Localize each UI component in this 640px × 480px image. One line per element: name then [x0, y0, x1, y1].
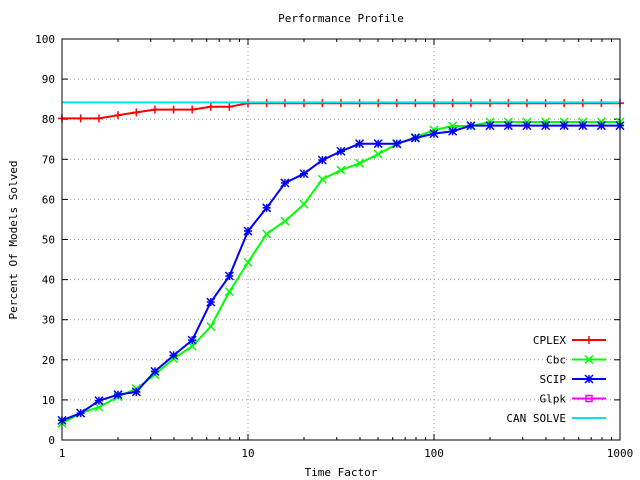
- y-tick-label: 100: [35, 33, 55, 46]
- legend-label: CAN SOLVE: [506, 412, 566, 425]
- legend-label: SCIP: [540, 373, 567, 386]
- data-point-scip: [355, 139, 365, 149]
- data-point-scip: [113, 390, 123, 400]
- data-point-cbc: [373, 149, 383, 159]
- legend: CPLEX Cbc SCIP Glpk CAN SOLVE: [506, 334, 606, 425]
- data-point-scip: [522, 121, 532, 131]
- data-point-scip: [206, 297, 216, 307]
- data-point-cplex: [76, 114, 85, 123]
- data-point-cplex: [188, 105, 197, 114]
- y-axis-label: Percent Of Models Solved: [7, 161, 20, 320]
- data-point-scip: [559, 121, 569, 131]
- x-axis-label: Time Factor: [305, 466, 378, 479]
- data-point-scip: [76, 408, 86, 418]
- data-point-cbc: [94, 402, 104, 412]
- data-point-cplex: [132, 108, 141, 117]
- y-tick-label: 0: [48, 434, 55, 447]
- data-point-scip: [448, 126, 458, 136]
- y-tick-label: 80: [42, 113, 55, 126]
- data-point-scip: [541, 121, 551, 131]
- legend-marker: [584, 354, 594, 365]
- grid-lines: [62, 39, 620, 440]
- data-point-cbc: [262, 229, 272, 239]
- data-point-scip: [336, 146, 346, 156]
- data-point-cplex: [169, 105, 178, 114]
- data-point-scip: [373, 139, 383, 149]
- data-point-scip: [169, 350, 179, 360]
- data-point-scip: [485, 121, 495, 131]
- x-tick-label: 1000: [607, 447, 634, 460]
- legend-item-glpk: Glpk: [540, 393, 606, 406]
- data-point-scip: [317, 155, 327, 165]
- data-point-scip: [131, 387, 141, 397]
- data-point-scip: [503, 121, 513, 131]
- data-point-scip: [280, 178, 290, 188]
- data-point-cbc: [355, 158, 365, 168]
- data-point-scip: [466, 121, 476, 131]
- plot-frame: [61, 38, 621, 441]
- data-point-scip: [187, 335, 197, 345]
- data-point-scip: [243, 226, 253, 236]
- x-tick-label: 100: [424, 447, 444, 460]
- x-tick-label: 10: [241, 447, 254, 460]
- data-point-cbc: [317, 174, 327, 184]
- data-point-scip: [392, 139, 402, 149]
- data-point-cplex: [94, 114, 103, 123]
- legend-label: Glpk: [540, 393, 567, 406]
- data-point-scip: [596, 121, 606, 131]
- data-point-cbc: [243, 257, 253, 267]
- y-tick-label: 60: [42, 193, 55, 206]
- data-point-cbc: [299, 199, 309, 209]
- series-line-cbc: [61, 121, 620, 425]
- data-point-cbc: [206, 321, 216, 332]
- data-point-scip: [429, 129, 439, 139]
- data-point-scip: [94, 396, 104, 406]
- data-point-scip: [578, 121, 588, 131]
- data-point-scip: [262, 203, 272, 213]
- y-tick-label: 70: [42, 153, 55, 166]
- data-point-cbc: [336, 165, 346, 175]
- data-point-scip: [150, 366, 160, 376]
- data-series: [57, 99, 625, 428]
- legend-item-scip: SCIP: [540, 373, 606, 386]
- legend-marker: [585, 394, 593, 403]
- y-tick-label: 40: [42, 274, 55, 287]
- data-point-cplex: [206, 102, 215, 111]
- x-tick-label: 1: [59, 447, 66, 460]
- data-point-scip: [299, 169, 309, 179]
- data-point-cbc: [280, 216, 290, 226]
- legend-label: CPLEX: [533, 334, 566, 347]
- y-tick-label: 90: [42, 73, 55, 86]
- data-point-scip: [224, 271, 234, 281]
- data-point-cplex: [225, 102, 234, 111]
- y-tick-label: 30: [42, 314, 55, 327]
- data-point-scip: [410, 133, 420, 143]
- y-tick-label: 20: [42, 354, 55, 367]
- legend-item-can-solve: CAN SOLVE: [506, 412, 606, 425]
- legend-item-cplex: CPLEX: [533, 334, 606, 347]
- series-scip: [57, 121, 625, 425]
- data-point-cbc: [224, 287, 234, 297]
- legend-marker: [585, 336, 593, 344]
- legend-label: Cbc: [546, 354, 566, 367]
- legend-item-cbc: Cbc: [546, 354, 606, 367]
- y-tick-label: 50: [42, 234, 55, 247]
- y-tick-label: 10: [42, 394, 55, 407]
- chart-title: Performance Profile: [278, 12, 404, 25]
- data-point-cplex: [150, 105, 159, 114]
- data-point-cplex: [113, 111, 122, 120]
- legend-marker: [584, 374, 594, 384]
